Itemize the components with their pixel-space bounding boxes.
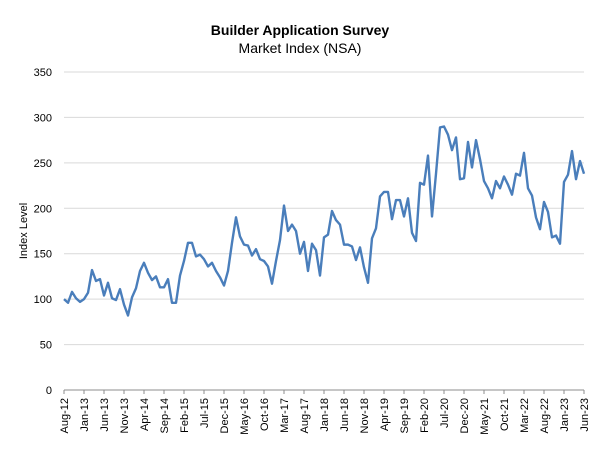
x-tick-label: Apr-14 <box>139 398 151 431</box>
chart-title: Builder Application Survey <box>210 22 390 38</box>
x-tick-label: Jul-20 <box>439 398 451 428</box>
x-tick-label: Aug-22 <box>539 398 551 433</box>
x-tick-label: Jun-18 <box>339 398 351 432</box>
y-tick-label: 250 <box>34 158 52 170</box>
x-tick-label: Nov-18 <box>359 398 371 433</box>
x-tick-label: Jun-23 <box>579 398 591 432</box>
x-tick-label: Aug-17 <box>299 398 311 433</box>
x-tick-label: Dec-20 <box>459 398 471 433</box>
x-tick-label: Jan-23 <box>559 398 571 432</box>
y-tick-label: 50 <box>40 340 52 352</box>
y-axis-label: Index Level <box>18 203 30 259</box>
x-tick-label: Jan-13 <box>79 398 91 432</box>
x-tick-labels: Aug-12 Jan-13 Jun-13 Nov-13 Apr-14 Sep-14 Feb-… <box>59 398 591 435</box>
x-tick-label: Dec-15 <box>219 398 231 433</box>
y-tick-label: 300 <box>34 112 52 124</box>
x-tick-label: Apr-19 <box>379 398 391 431</box>
y-tick-labels: 0 50 100 150 200 250 300 350 <box>34 67 52 397</box>
x-tick-label: May-21 <box>479 398 491 435</box>
chart-subtitle: Market Index (NSA) <box>238 40 362 56</box>
gridlines <box>64 71 584 346</box>
y-tick-label: 150 <box>34 249 52 261</box>
x-tick-label: Jan-18 <box>319 398 331 432</box>
x-tick-label: Nov-13 <box>119 398 131 433</box>
y-tick-label: 100 <box>34 294 52 306</box>
x-tick-label: Aug-12 <box>59 398 71 433</box>
x-tick-label: Feb-15 <box>179 398 191 433</box>
x-tick-label: May-16 <box>239 398 251 435</box>
x-tick-label: Mar-17 <box>279 398 291 433</box>
y-tick-label: 350 <box>34 67 52 79</box>
x-tick-label: Feb-20 <box>419 398 431 433</box>
x-tick-label: Jun-13 <box>99 398 111 432</box>
x-tick-label: Jul-15 <box>199 398 211 428</box>
x-tick-label: Mar-22 <box>519 398 531 433</box>
y-tick-label: 0 <box>46 385 52 397</box>
x-tick-label: Oct-16 <box>259 398 271 431</box>
x-tick-label: Sep-14 <box>159 398 171 433</box>
x-tick-label: Sep-19 <box>399 398 411 433</box>
series-group <box>63 125 586 317</box>
y-tick-label: 200 <box>34 203 52 215</box>
x-tick-label: Oct-21 <box>499 398 511 431</box>
series-line <box>63 125 586 317</box>
x-tick-marks <box>63 390 585 394</box>
